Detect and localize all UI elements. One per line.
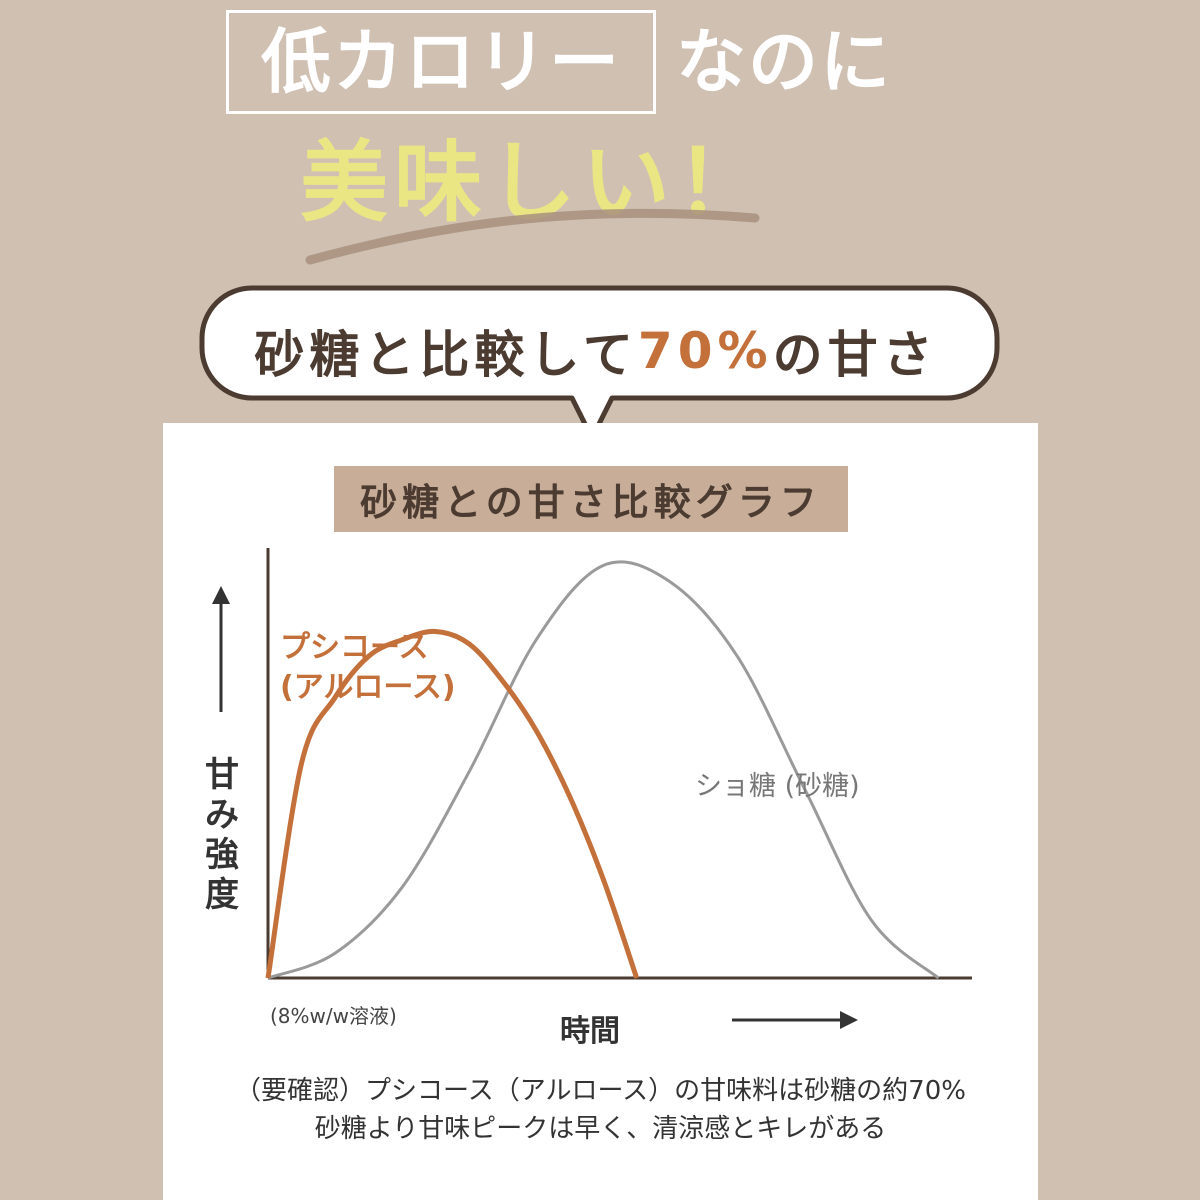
- chart-title: 砂糖との甘さ比較グラフ: [334, 466, 848, 532]
- concentration-note: (8%w/w溶液): [270, 1004, 397, 1028]
- series-line-sucrose: [267, 560, 940, 980]
- swoosh-underline: [305, 208, 760, 265]
- y-axis-label: 甘み強度: [202, 755, 242, 915]
- y-axis-label-char: 甘: [205, 755, 239, 795]
- headline-rest: なのに: [676, 21, 892, 103]
- series-label-psicose-line2: (アルロース): [280, 670, 456, 705]
- x-axis-label: 時間: [560, 1014, 620, 1049]
- series-label-sucrose: ショ糖 (砂糖): [695, 771, 860, 802]
- series-label-psicose-line1: プシコース: [280, 630, 429, 665]
- bubble-text: 砂糖と比較して 70% の甘さ: [196, 296, 996, 406]
- headline-boxed-text: 低カロリー: [261, 21, 621, 103]
- footnote-line2: 砂糖より甘味ピークは早く、清涼感とキレがある: [314, 1114, 887, 1144]
- bubble-suffix: の甘さ: [772, 326, 938, 384]
- x-arrow-icon: [732, 1011, 858, 1029]
- y-axis-label-char: み: [205, 795, 239, 835]
- y-axis-label-char: 強: [205, 835, 239, 875]
- footnote: （要確認）プシコース（アルロース）の甘味料は砂糖の約70% 砂糖より甘味ピークは…: [163, 1072, 1038, 1148]
- y-axis-label-char: 度: [205, 875, 239, 915]
- series-line-psicose: [265, 628, 640, 979]
- bubble-highlight: 70%: [637, 322, 773, 380]
- chart-panel: [163, 423, 1038, 1200]
- y-arrow-icon: [212, 586, 230, 712]
- series-label-psicose: プシコース (アルロース): [280, 628, 456, 708]
- footnote-line1: （要確認）プシコース（アルロース）の甘味料は砂糖の約70%: [235, 1076, 966, 1106]
- headline-box: 低カロリー: [226, 10, 656, 114]
- speech-bubble: [199, 285, 1000, 441]
- bubble-prefix: 砂糖と比較して: [254, 326, 638, 384]
